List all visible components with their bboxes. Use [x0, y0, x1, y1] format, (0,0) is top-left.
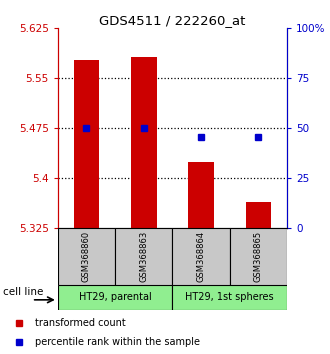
- Text: percentile rank within the sample: percentile rank within the sample: [35, 337, 200, 348]
- Text: GSM368863: GSM368863: [139, 231, 148, 282]
- Title: GDS4511 / 222260_at: GDS4511 / 222260_at: [99, 14, 246, 27]
- Bar: [131, 57, 157, 228]
- Bar: [172, 285, 287, 310]
- Bar: [230, 228, 287, 285]
- Bar: [58, 285, 172, 310]
- Text: HT29, 1st spheres: HT29, 1st spheres: [185, 292, 274, 302]
- Bar: [115, 228, 172, 285]
- Text: HT29, parental: HT29, parental: [79, 292, 151, 302]
- Text: GSM368864: GSM368864: [197, 231, 206, 282]
- Bar: [246, 202, 271, 228]
- Text: GSM368865: GSM368865: [254, 231, 263, 282]
- Text: cell line: cell line: [3, 287, 43, 297]
- Bar: [172, 228, 230, 285]
- Bar: [74, 60, 99, 228]
- Bar: [58, 228, 115, 285]
- Bar: [188, 162, 214, 228]
- Text: transformed count: transformed count: [35, 318, 126, 328]
- Text: GSM368860: GSM368860: [82, 231, 91, 282]
